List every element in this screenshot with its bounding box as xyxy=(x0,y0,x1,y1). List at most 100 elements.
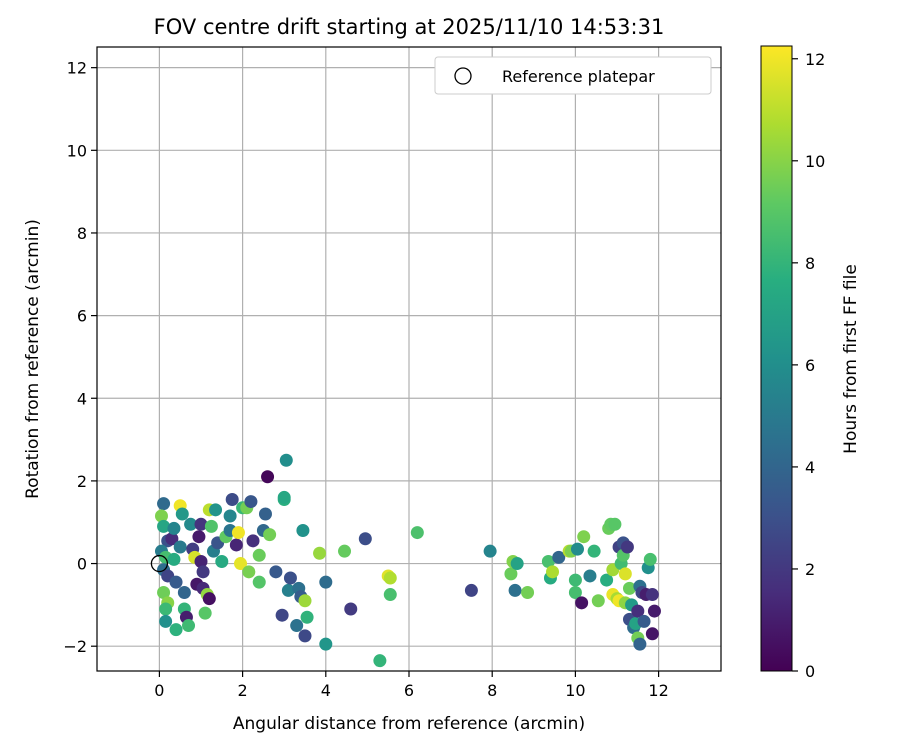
grid-lines xyxy=(97,47,721,671)
data-point xyxy=(358,532,372,546)
x-axis-ticks: 0 2 4 6 8 10 12 xyxy=(154,671,669,700)
colorbar: 0 2 4 6 8 10 12 Hours from first FF file xyxy=(760,45,861,681)
data-point xyxy=(277,490,291,504)
data-point xyxy=(261,470,275,484)
x-tick-label: 12 xyxy=(648,681,668,700)
data-point xyxy=(225,493,239,507)
data-point xyxy=(263,528,277,542)
legend: Reference platepar xyxy=(434,56,712,95)
colorbar-gradient xyxy=(761,46,792,671)
colorbar-tick-label: 8 xyxy=(805,254,815,273)
data-point xyxy=(618,567,632,581)
data-point xyxy=(192,530,206,544)
data-point xyxy=(608,517,622,531)
data-point xyxy=(229,538,243,552)
data-point xyxy=(167,552,181,566)
data-point xyxy=(252,575,266,589)
data-point xyxy=(570,542,584,556)
data-point xyxy=(300,610,314,624)
data-point xyxy=(165,532,179,546)
data-point xyxy=(242,565,256,579)
colorbar-frame xyxy=(760,45,793,672)
data-point xyxy=(464,583,478,597)
data-point xyxy=(631,604,645,618)
data-point xyxy=(209,503,223,517)
x-tick-label: 10 xyxy=(565,681,585,700)
data-point xyxy=(281,583,295,597)
data-point xyxy=(234,557,248,571)
data-point xyxy=(296,523,310,537)
colorbar-ticks: 0 2 4 6 8 10 12 xyxy=(792,50,825,681)
data-point xyxy=(157,519,171,533)
data-point xyxy=(154,509,168,523)
data-point xyxy=(175,507,189,521)
data-point xyxy=(552,550,566,564)
data-point xyxy=(541,554,555,568)
data-point xyxy=(338,544,352,558)
data-point xyxy=(258,507,272,521)
chart-title: FOV centre drift starting at 2025/11/10 … xyxy=(154,15,665,39)
data-point xyxy=(410,526,424,540)
data-point xyxy=(575,596,589,610)
x-tick-label: 4 xyxy=(321,681,331,700)
data-point xyxy=(157,497,171,511)
data-point xyxy=(483,544,497,558)
data-point xyxy=(290,619,304,633)
data-point xyxy=(283,571,297,585)
x-tick-label: 2 xyxy=(238,681,248,700)
data-point xyxy=(568,585,582,599)
data-point xyxy=(319,575,333,589)
data-point xyxy=(600,573,614,587)
y-tick-label: 0 xyxy=(77,555,87,574)
x-tick-label: 6 xyxy=(404,681,414,700)
colorbar-tick-label: 4 xyxy=(805,458,815,477)
data-point xyxy=(647,604,661,618)
data-point xyxy=(587,544,601,558)
data-point xyxy=(298,629,312,643)
reference-platepar-marker xyxy=(150,554,169,573)
data-point xyxy=(622,581,636,595)
data-point xyxy=(344,602,358,616)
data-point xyxy=(298,594,312,608)
colorbar-tick-label: 10 xyxy=(805,152,825,171)
legend-reference-icon xyxy=(454,67,472,85)
data-point xyxy=(194,517,208,531)
data-point xyxy=(568,573,582,587)
data-point xyxy=(591,594,605,608)
data-point xyxy=(196,565,210,579)
scatter-points xyxy=(154,453,661,668)
data-point xyxy=(202,592,216,606)
data-point xyxy=(633,637,647,651)
data-point xyxy=(182,619,196,633)
colorbar-tick-label: 12 xyxy=(805,50,825,69)
colorbar-label: Hours from first FF file xyxy=(841,264,861,454)
data-point xyxy=(223,509,237,523)
data-point xyxy=(521,585,535,599)
x-tick-label: 0 xyxy=(154,681,164,700)
data-point xyxy=(645,588,659,602)
x-axis-label: Angular distance from reference (arcmin) xyxy=(233,714,585,734)
data-point xyxy=(504,567,518,581)
data-point xyxy=(215,554,229,568)
x-tick-label: 8 xyxy=(487,681,497,700)
data-point xyxy=(198,606,212,620)
y-tick-label: 12 xyxy=(67,59,87,78)
colorbar-tick-label: 6 xyxy=(805,356,815,375)
colorbar-tick-label: 2 xyxy=(805,560,815,579)
data-point xyxy=(313,546,327,560)
y-tick-label: 4 xyxy=(77,389,87,408)
data-point xyxy=(157,585,171,599)
data-point xyxy=(510,557,524,571)
data-point xyxy=(244,495,258,509)
data-point xyxy=(546,565,560,579)
data-point xyxy=(231,526,245,540)
data-point xyxy=(184,517,198,531)
data-point xyxy=(275,608,289,622)
data-point xyxy=(620,540,634,554)
data-point xyxy=(194,554,208,568)
data-point xyxy=(508,583,522,597)
data-point xyxy=(637,614,651,628)
y-tick-label: 2 xyxy=(77,472,87,491)
y-tick-label: −2 xyxy=(63,637,87,656)
